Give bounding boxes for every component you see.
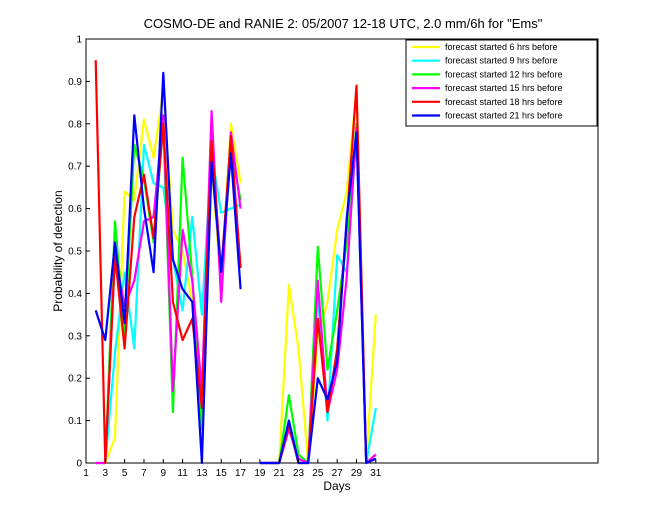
x-tick-label: 9 [161, 468, 167, 479]
series-line-2 [95, 131, 377, 465]
y-axis-ticks: 0 0.1 0.2 0.3 0.4 0.5 0.6 0.7 0.8 0.9 1 [68, 35, 90, 470]
legend-box [405, 39, 598, 127]
y-tick-label: 0.5 [68, 247, 82, 258]
y-tick-label: 0.8 [68, 119, 82, 130]
series-layer [94, 60, 377, 465]
y-tick-label: 0.1 [68, 416, 82, 427]
x-axis-ticks: 1 3 5 7 9 11 13 15 17 19 21 23 25 27 29 31 [83, 459, 382, 479]
x-tick-label: 1 [83, 468, 89, 479]
legend-label-1: forecast started 6 hrs before [445, 42, 558, 52]
legend: forecast started 6 hrs before forecast st… [405, 39, 598, 127]
y-axis-label: Probability of detection [51, 190, 65, 311]
legend-label-5: forecast started 18 hrs before [445, 97, 563, 107]
x-tick-label: 31 [370, 468, 382, 479]
y-tick-label: 0.3 [68, 331, 82, 342]
chart-title: COSMO-DE and RANIE 2: 05/2007 12-18 UTC,… [144, 16, 543, 31]
y-tick-label: 0.6 [68, 204, 82, 215]
x-tick-label: 21 [274, 468, 286, 479]
y-tick-label: 0.2 [68, 374, 82, 385]
y-tick-label: 0.4 [68, 289, 82, 300]
x-tick-label: 11 [177, 468, 188, 479]
x-tick-label: 13 [196, 468, 208, 479]
x-tick-label: 7 [141, 468, 147, 479]
x-tick-label: 19 [254, 468, 266, 479]
y-tick-label: 0.9 [68, 77, 82, 88]
y-tick-label: 0 [76, 459, 82, 470]
x-tick-label: 25 [312, 468, 324, 479]
x-tick-label: 5 [122, 468, 128, 479]
x-tick-label: 17 [235, 468, 247, 479]
y-tick-label: 0.7 [68, 162, 82, 173]
x-tick-label: 3 [103, 468, 109, 479]
x-tick-label: 29 [351, 468, 363, 479]
x-tick-label: 27 [332, 468, 344, 479]
x-axis-label: Days [323, 479, 350, 493]
legend-label-2: forecast started 9 hrs before [445, 56, 558, 66]
y-tick-label: 1 [76, 35, 82, 46]
x-tick-label: 15 [216, 468, 228, 479]
legend-label-6: forecast started 21 hrs before [445, 111, 563, 121]
x-tick-label: 23 [293, 468, 305, 479]
legend-label-4: forecast started 15 hrs before [445, 83, 563, 93]
legend-label-3: forecast started 12 hrs before [445, 69, 563, 79]
